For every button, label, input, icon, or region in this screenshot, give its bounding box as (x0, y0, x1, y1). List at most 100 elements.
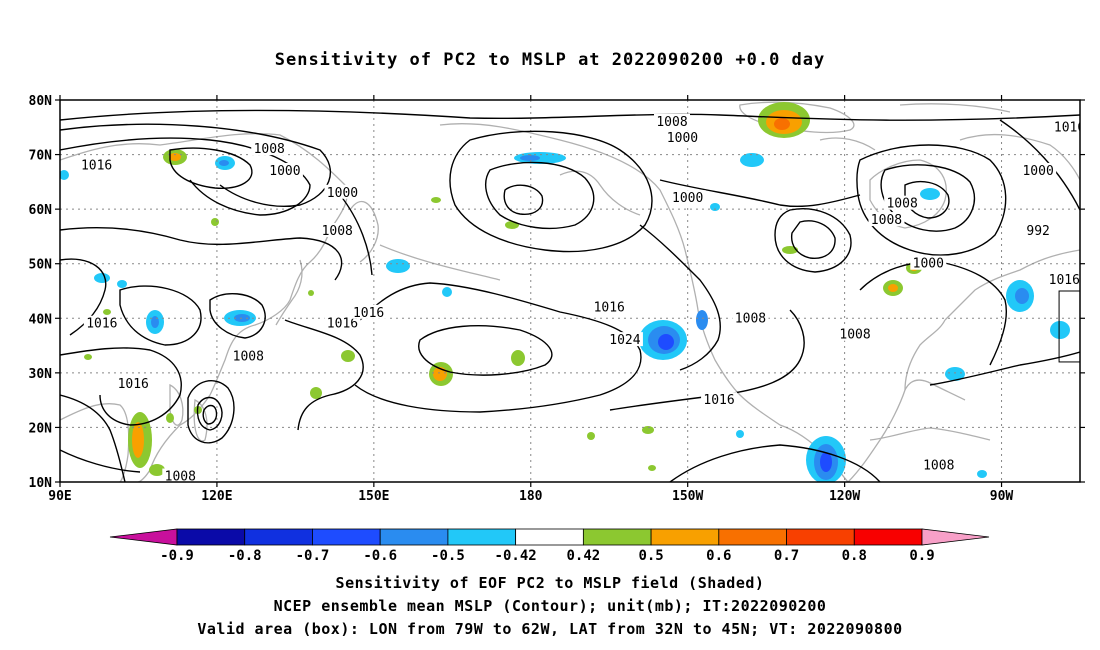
plot-title: Sensitivity of PC2 to MSLP at 2022090200… (274, 50, 826, 70)
contour-label-bg (1051, 119, 1080, 134)
contour-label: 1016 (1049, 273, 1080, 288)
contour-label: 1008 (233, 349, 264, 364)
colorbar-tick-label: -0.5 (431, 548, 465, 564)
lat-tick-label: 50N (29, 258, 53, 273)
colorbar-tick-label: -0.42 (495, 548, 537, 564)
colorbar-tick-label: -0.7 (296, 548, 330, 564)
colorbar-segment (650, 528, 720, 546)
lat-tick-label: 80N (29, 94, 53, 109)
colorbar-tick-label: -0.8 (228, 548, 262, 564)
contour-label: 992 (1026, 224, 1049, 239)
colorbar-right-arrow (921, 528, 990, 546)
contour-label-bg (162, 468, 199, 482)
colorbar-segment (176, 528, 246, 546)
contour-label: 1000 (1022, 164, 1053, 179)
contour-label: 1008 (254, 142, 285, 157)
contour-label-bg (669, 190, 706, 205)
colorbar-segment (447, 528, 517, 546)
colorbar-tick-label: 0.7 (774, 548, 799, 564)
contour-label-bg (1020, 162, 1057, 177)
contour-label: 1000 (269, 164, 300, 179)
contour-label-bg (350, 304, 387, 319)
contour-label: 1000 (667, 131, 698, 146)
lat-tick-label: 30N (29, 367, 53, 382)
colorbar-segment (515, 528, 584, 546)
colorbar-segment (718, 528, 787, 546)
colorbar-tick-label: 0.9 (909, 548, 934, 564)
map-axes: 90E 120E 150E 180 150W 120W 90W 10N 20N 30N 40N 50N… (29, 94, 1085, 504)
lon-tick-label: 120E (201, 489, 232, 504)
contour-label: 1000 (913, 257, 944, 272)
colorbar-tick-label: -0.6 (363, 548, 397, 564)
contour-label: 1016 (86, 317, 117, 332)
lat-tick-label: 60N (29, 203, 53, 218)
contour-label-bg (837, 326, 874, 341)
lat-tick-label: 70N (29, 149, 53, 164)
colorbar-segment (853, 528, 923, 546)
lon-tick-label: 90W (990, 489, 1014, 504)
colorbar-tick-label: 0.42 (567, 548, 601, 564)
map-frame-bg (60, 100, 1080, 482)
contour-label-bg (324, 184, 361, 199)
lon-tick-label: 150E (358, 489, 389, 504)
contour-label-bg (115, 375, 152, 390)
contour-label: 1008 (656, 115, 687, 130)
colorbar-segment (786, 528, 855, 546)
contour-label-bg (606, 332, 643, 347)
contour-label: 1016 (81, 158, 112, 173)
contour-label: 1016 (327, 317, 358, 332)
colorbar-segment (312, 528, 381, 546)
footer-line-2: NCEP ensemble mean MSLP (Contour); unit(… (273, 597, 827, 615)
contour-label-bg (78, 157, 115, 172)
contour-label: 1024 (609, 333, 640, 348)
mslp-contours (60, 109, 1080, 482)
colorbar-tick-label: 0.8 (842, 548, 867, 564)
coastlines (60, 101, 1080, 482)
lat-tick-label: 10N (29, 476, 53, 491)
contour-label: 1008 (839, 328, 870, 343)
contour-label: 1016 (1054, 120, 1085, 135)
contour-label: 1000 (327, 186, 358, 201)
colorbar-tick-label: 0.5 (638, 548, 663, 564)
contour-label: 1016 (118, 377, 149, 392)
colorbar-segment (582, 528, 652, 546)
contour-label-bg (868, 212, 905, 227)
valid-area-box (1058, 290, 1080, 363)
lon-tick-label: 180 (519, 489, 543, 504)
contour-label: 1016 (703, 393, 734, 408)
lon-tick-label: 90E (48, 489, 71, 504)
contour-label: 1008 (165, 470, 196, 485)
contour-label-bg (732, 310, 769, 325)
contour-label-bg (1088, 261, 1100, 275)
map-frame (59, 99, 1081, 483)
contour-label: 1008 (886, 197, 917, 212)
footer-line-3: Valid area (box): LON from 79W to 62W, L… (197, 620, 903, 638)
contour-label-bg (920, 457, 957, 472)
contour-label: 1008 (871, 213, 902, 228)
contour-label-bg (591, 299, 628, 314)
contour-label-bg (1024, 222, 1053, 237)
contour-label-bg (230, 348, 267, 363)
contour-label-bg (1046, 272, 1080, 287)
contour-label-bg (324, 315, 361, 330)
contour-label: 1008 (322, 224, 353, 239)
contour-label: 1008 (735, 311, 766, 326)
contour-label-bg (910, 255, 947, 270)
contour-label: 1000 (672, 191, 703, 206)
footer-line-1: Sensitivity of EOF PC2 to MSLP field (Sh… (335, 574, 765, 592)
contour-label-bg (251, 141, 288, 156)
lat-tick-label: 20N (29, 421, 53, 436)
contour-label-bg (664, 130, 701, 145)
contour-label-bg (83, 315, 120, 330)
colorbar: -0.9 -0.8 -0.7 -0.6 -0.5 -0.42 0.42 0.5 0.6 0.7 0.… (109, 528, 990, 564)
lon-tick-label: 120W (829, 489, 860, 504)
contour-label: 1016 (594, 300, 625, 315)
contour-label-bg (266, 162, 303, 177)
colorbar-left-arrow (109, 528, 178, 546)
contour-label-bg (701, 392, 738, 407)
contour-label: 1008 (923, 459, 954, 474)
contour-label: 1016 (353, 306, 384, 321)
contour-label-bg (654, 113, 690, 128)
